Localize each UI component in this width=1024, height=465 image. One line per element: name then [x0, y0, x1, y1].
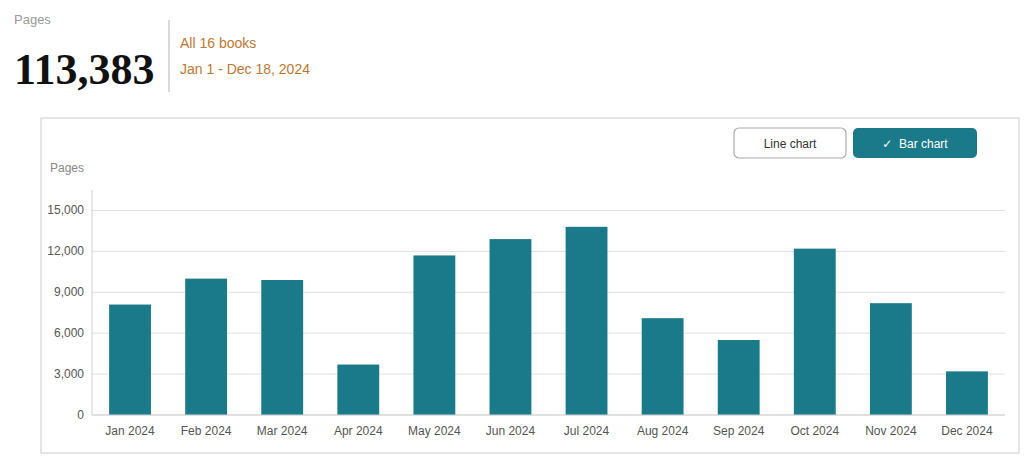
x-axis-line	[92, 415, 1005, 416]
x-tick-label: Feb 2024	[181, 424, 232, 438]
bar	[185, 279, 227, 415]
button-background[interactable]	[853, 128, 977, 158]
bar	[642, 318, 684, 415]
subtitle: Jan 1 - Dec 18, 2024	[180, 61, 310, 77]
title: 113,383	[14, 45, 155, 94]
bar	[794, 249, 836, 415]
grid-line	[92, 292, 1005, 293]
separator	[168, 20, 170, 92]
bar	[337, 365, 379, 415]
x-tick-label: Apr 2024	[334, 424, 383, 438]
y-tick-label: 6,000	[54, 326, 84, 340]
y-tick-label: 9,000	[54, 285, 84, 299]
x-tick-label: Oct 2024	[790, 424, 839, 438]
x-tick-label: May 2024	[408, 424, 461, 438]
bar	[946, 371, 988, 415]
button-background[interactable]	[734, 128, 846, 158]
x-tick-label: Dec 2024	[941, 424, 993, 438]
bar	[490, 239, 532, 415]
grid-line	[92, 333, 1005, 334]
grid-line	[92, 374, 1005, 375]
x-tick-label: Jul 2024	[564, 424, 610, 438]
x-tick-label: Sep 2024	[713, 424, 765, 438]
header-label: Pages	[14, 12, 51, 27]
y-tick-label: 12,000	[47, 244, 84, 258]
x-tick-label: Nov 2024	[865, 424, 917, 438]
bar-chart-button[interactable]: ✓ Bar chart	[853, 128, 977, 158]
page: Pages 113,383 All 16 books Jan 1 - Dec 18, …	[0, 0, 1024, 465]
button-text[interactable]: Line chart	[764, 137, 817, 151]
bar	[566, 227, 608, 415]
x-tick-label: Mar 2024	[257, 424, 308, 438]
bar	[261, 280, 303, 415]
bar	[718, 340, 760, 415]
grid-line	[92, 415, 1005, 416]
y-axis-line	[92, 190, 93, 415]
y-axis-label: Pages	[50, 161, 84, 175]
grid-line	[92, 251, 1005, 252]
bar	[109, 305, 151, 415]
y-tick-label: 0	[77, 408, 84, 422]
bar	[870, 303, 912, 415]
y-tick-label: 3,000	[54, 367, 84, 381]
bars	[109, 227, 988, 415]
button-text[interactable]: ✓ Bar chart	[882, 137, 948, 151]
x-tick-label: Aug 2024	[637, 424, 689, 438]
chart-border	[41, 118, 1019, 453]
x-tick-label: Jun 2024	[486, 424, 536, 438]
grid-line	[92, 210, 1005, 211]
bar	[413, 255, 455, 415]
x-tick-label: Jan 2024	[105, 424, 155, 438]
subtitle: All 16 books	[180, 35, 256, 51]
line-chart-button[interactable]: Line chart	[734, 128, 846, 158]
y-tick-label: 15,000	[47, 203, 84, 217]
